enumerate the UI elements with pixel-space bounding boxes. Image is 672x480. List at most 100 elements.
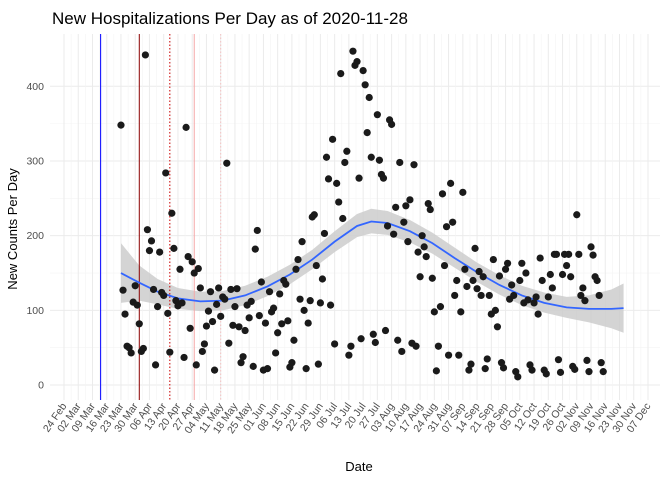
- data-point: [538, 276, 546, 285]
- grid: [50, 34, 660, 400]
- data-point: [552, 250, 561, 258]
- data-point: [595, 291, 603, 300]
- data-point: [589, 251, 597, 259]
- data-point: [371, 338, 379, 347]
- data-point: [394, 336, 402, 344]
- data-point: [184, 252, 192, 261]
- data-point: [434, 342, 443, 350]
- data-point: [255, 311, 263, 320]
- data-point: [149, 285, 158, 294]
- data-point: [288, 359, 296, 367]
- y-tick-label: 200: [26, 230, 44, 242]
- data-point: [339, 214, 347, 223]
- data-point: [213, 300, 221, 308]
- data-point: [548, 284, 556, 292]
- data-point: [361, 81, 369, 89]
- data-point: [565, 250, 573, 258]
- data-point: [316, 299, 324, 307]
- data-point: [237, 359, 245, 367]
- data-point: [180, 353, 188, 362]
- data-point: [202, 322, 211, 330]
- data-point: [363, 128, 371, 137]
- data-point: [349, 47, 357, 55]
- data-point: [453, 276, 461, 285]
- data-point: [481, 365, 489, 373]
- data-point: [485, 291, 493, 300]
- data-point: [428, 274, 436, 282]
- data-point: [233, 285, 241, 293]
- data-point: [422, 252, 430, 261]
- data-point: [151, 361, 160, 369]
- data-point: [302, 365, 310, 373]
- smooth-line: [120, 220, 624, 310]
- data-point: [483, 355, 491, 363]
- data-point: [563, 261, 571, 270]
- data-point: [514, 373, 522, 381]
- data-point: [215, 284, 223, 292]
- data-point: [516, 276, 524, 285]
- data-point: [221, 295, 229, 303]
- data-point: [475, 267, 483, 276]
- data-point: [261, 319, 270, 327]
- data-point: [542, 370, 550, 378]
- data-point: [536, 254, 544, 262]
- data-point: [501, 265, 510, 273]
- data-point: [272, 349, 280, 357]
- data-point: [544, 293, 552, 301]
- data-point: [353, 58, 361, 66]
- data-point: [208, 317, 217, 326]
- data-point: [479, 273, 487, 281]
- data-point: [337, 69, 345, 78]
- data-point: [186, 324, 194, 332]
- data-point: [182, 123, 190, 131]
- data-point: [206, 288, 215, 296]
- data-point: [508, 281, 516, 289]
- data-point: [400, 218, 408, 226]
- data-point: [412, 342, 420, 350]
- data-point: [247, 297, 255, 306]
- data-point: [162, 169, 170, 177]
- data-point: [469, 276, 477, 285]
- data-point: [290, 336, 298, 344]
- data-point: [147, 237, 156, 245]
- data-point: [438, 190, 447, 198]
- data-point: [465, 366, 473, 374]
- data-point: [463, 282, 471, 291]
- data-point: [436, 303, 445, 311]
- data-point: [322, 153, 331, 161]
- reference-lines: [100, 34, 222, 400]
- data-point: [430, 308, 438, 316]
- data-point: [471, 244, 479, 252]
- data-point: [225, 339, 233, 347]
- data-point: [461, 265, 469, 273]
- data-point: [176, 265, 184, 273]
- data-point: [420, 243, 428, 251]
- data-point: [442, 223, 451, 231]
- data-point: [489, 255, 497, 264]
- data-point: [573, 211, 581, 219]
- data-point: [210, 366, 219, 374]
- data-point: [227, 285, 235, 294]
- data-point: [296, 295, 304, 303]
- data-point: [359, 67, 367, 75]
- data-point: [170, 244, 178, 252]
- data-point: [324, 175, 333, 183]
- data-point: [135, 320, 143, 328]
- data-point: [402, 202, 410, 210]
- data-point: [577, 291, 585, 300]
- data-point: [298, 238, 306, 246]
- data-point: [253, 226, 261, 235]
- data-point: [410, 161, 418, 169]
- data-point: [249, 362, 257, 370]
- data-point: [357, 335, 365, 343]
- data-point: [522, 269, 530, 277]
- data-point: [217, 312, 225, 320]
- data-point: [375, 156, 384, 164]
- data-point: [156, 248, 164, 256]
- data-point: [447, 179, 455, 187]
- data-point: [178, 299, 186, 307]
- data-point: [473, 285, 481, 293]
- data-point: [383, 222, 392, 230]
